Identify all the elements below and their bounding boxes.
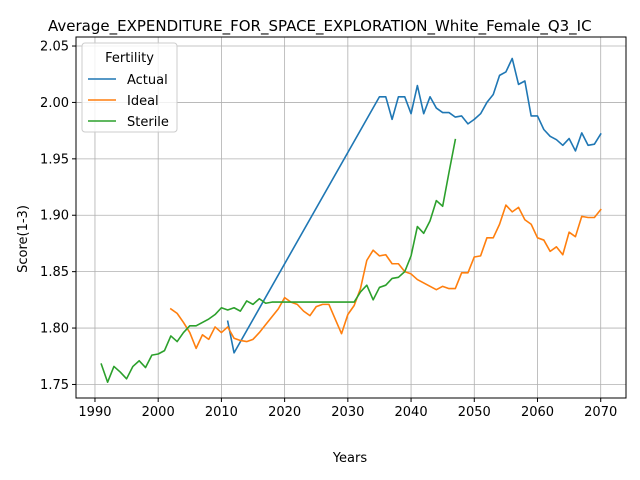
y-axis-label: Score(1-3) [16,205,31,273]
series-group [100,57,602,384]
legend-box [81,42,178,133]
y-axis-ticks: 1.75 1.80 1.85 1.90 1.95 2.00 2.05 [40,40,76,393]
x-axis-label: Years [332,451,368,466]
y-tick-label: 2.05 [40,40,69,55]
x-tick-label: 2070 [584,405,617,420]
legend-label-sterile: Sterile [127,115,169,130]
series-line-ideal [169,204,602,350]
x-tick-label: 2020 [268,405,301,420]
x-axis-ticks: 1990 2000 2010 2020 2030 2040 2050 2060 2070 [78,398,617,420]
y-tick-label: 1.80 [40,322,69,337]
plot-frame [75,36,627,399]
y-tick-label: 2.00 [40,96,69,111]
x-tick-label: 2050 [458,405,491,420]
y-tick-label: 1.90 [40,209,69,224]
y-tick-label: 1.95 [40,152,69,167]
x-tick-label: 2060 [521,405,554,420]
grid-lines [76,37,626,398]
legend: Fertility Actual Ideal Sterile [81,42,178,133]
y-tick-label: 1.85 [40,265,69,280]
legend-label-ideal: Ideal [127,94,159,109]
x-tick-label: 2010 [205,405,238,420]
x-tick-label: 2040 [395,405,428,420]
x-tick-label: 2000 [142,405,175,420]
legend-title: Fertility [105,51,154,66]
x-tick-label: 1990 [78,405,111,420]
legend-label-actual: Actual [127,73,168,88]
y-tick-label: 1.75 [40,378,69,393]
x-tick-label: 2030 [331,405,364,420]
series-line-actual [226,57,602,354]
series-line-sterile [100,138,457,384]
chart-title: Average_EXPENDITURE_FOR_SPACE_EXPLORATIO… [48,17,592,36]
